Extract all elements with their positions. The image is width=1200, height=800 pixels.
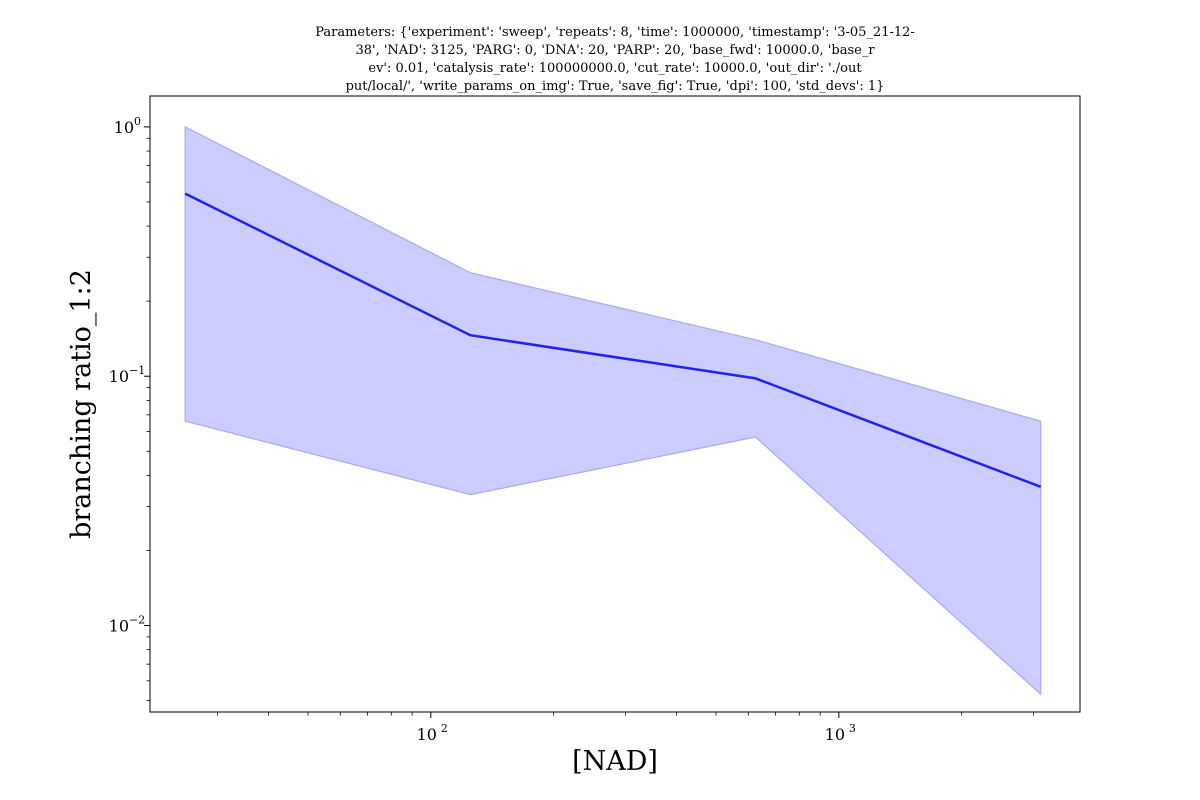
x-axis-label: [NAD] xyxy=(572,746,658,777)
y-tick-exponent: 0 xyxy=(134,115,141,128)
chart-title-line: ev': 0.01, 'catalysis_rate': 100000000.0… xyxy=(368,61,862,76)
chart-title-line: put/local/', 'write_params_on_img': True… xyxy=(345,79,885,94)
chart-title: Parameters: {'experiment': 'sweep', 'rep… xyxy=(150,24,1080,96)
axis-ticks: 10 2 10 310 −210 −110 0 xyxy=(109,115,1034,744)
x-tick-label: 10 xyxy=(417,725,437,744)
y-tick-exponent: −2 xyxy=(129,614,145,627)
y-tick-label: 10 xyxy=(109,367,129,386)
y-tick-label: 10 xyxy=(114,118,134,137)
y-axis-label: branching ratio_1:2 xyxy=(66,269,97,539)
std-dev-band-layer xyxy=(184,125,1042,696)
x-tick-label: 10 xyxy=(825,725,845,744)
y-tick-exponent: −1 xyxy=(129,364,145,377)
x-tick-exponent: 3 xyxy=(849,722,856,735)
chart-title-line: 38', 'NAD': 3125, 'PARG': 0, 'DNA': 20, … xyxy=(355,43,875,58)
x-tick-exponent: 2 xyxy=(441,722,448,735)
std-dev-band xyxy=(184,125,1042,696)
plot-frame xyxy=(149,95,1081,713)
y-tick-label: 10 xyxy=(109,617,129,636)
chart-title-line: Parameters: {'experiment': 'sweep', 'rep… xyxy=(315,25,915,40)
series-line xyxy=(184,192,1042,489)
series-line-layer xyxy=(184,192,1042,489)
